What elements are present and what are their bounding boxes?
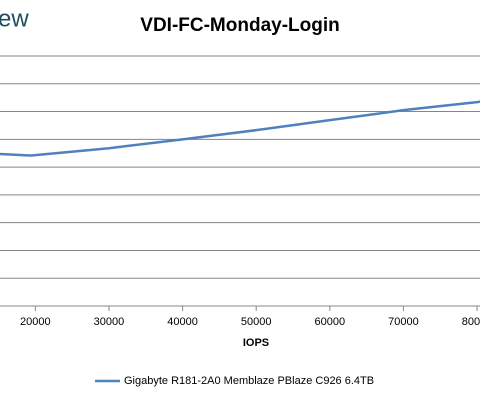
series-line	[0, 100, 480, 157]
x-tick-label: 30000	[94, 316, 125, 328]
chart-title: VDI-FC-Monday-Login	[140, 15, 339, 36]
x-tick-label: 50000	[241, 316, 272, 328]
legend-label: Gigabyte R181-2A0 Memblaze PBlaze C926 6…	[124, 375, 374, 387]
x-axis-label: IOPS	[243, 337, 269, 349]
x-tick-label: 60000	[315, 316, 346, 328]
x-tick-label: 40000	[167, 316, 198, 328]
x-tick-label: 80000	[462, 316, 480, 328]
watermark: ew	[0, 5, 29, 32]
x-tick-label: 70000	[388, 316, 419, 328]
x-tick-label: 20000	[20, 316, 51, 328]
